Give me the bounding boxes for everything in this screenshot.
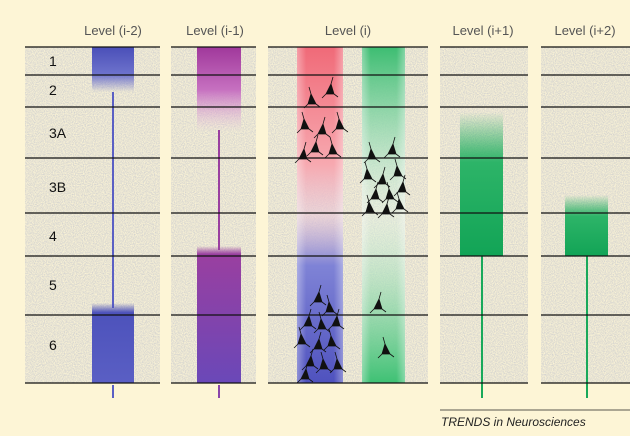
neuron: [377, 336, 395, 359]
layer-labels: 1 2 3A 3B 4 5 6: [49, 53, 67, 353]
neuron: [301, 348, 319, 371]
neuron: [296, 361, 314, 384]
neuron: [373, 166, 391, 189]
neuron: [323, 328, 341, 351]
layer-label: 2: [49, 82, 57, 98]
neuron: [309, 284, 327, 307]
layer-label: 3B: [49, 179, 66, 195]
neuron: [393, 174, 411, 197]
neuron: [303, 86, 321, 109]
layer-label: 3A: [49, 125, 67, 141]
neuron: [321, 76, 339, 99]
projections: [92, 47, 608, 398]
layer-label: 5: [49, 277, 57, 293]
block: [565, 195, 608, 256]
neuron: [389, 158, 407, 181]
neuron: [321, 294, 339, 317]
neuron: [313, 311, 331, 334]
block: [92, 303, 134, 383]
neuron: [296, 111, 314, 134]
neuron: [391, 191, 409, 214]
column-header: Level (i-2): [84, 23, 142, 38]
neuron: [361, 194, 379, 217]
neuron: [324, 136, 342, 159]
neuron: [363, 141, 381, 164]
neuron: [381, 181, 399, 204]
layer-label: 6: [49, 337, 57, 353]
neuron: [331, 111, 349, 134]
column-edge: [362, 47, 405, 383]
column-header: Level (i+1): [452, 23, 513, 38]
column-edge: [297, 47, 343, 383]
neuron: [327, 308, 345, 331]
neuron: [359, 161, 377, 184]
layer-boundaries: [25, 46, 630, 384]
column-headers: Level (i-2) Level (i-1) Level (i) Level …: [84, 23, 615, 38]
footer: TRENDS in Neurosciences: [441, 415, 586, 429]
column-header: Level (i+2): [554, 23, 615, 38]
neuron: [306, 134, 324, 157]
neurons: [293, 76, 411, 384]
neuron: [313, 116, 331, 139]
layer-label: 4: [49, 228, 57, 244]
neuron: [377, 196, 395, 219]
neuron: [315, 351, 333, 374]
neuron: [383, 136, 401, 159]
neuron: [366, 181, 384, 204]
column-header: Level (i): [325, 23, 371, 38]
neuron: [299, 308, 317, 331]
column-header: Level (i-1): [186, 23, 244, 38]
neuron: [294, 141, 312, 164]
neuron: [293, 326, 311, 349]
layer-label: 1: [49, 53, 57, 69]
block: [197, 47, 241, 132]
neuron: [309, 331, 327, 354]
neuron: [369, 291, 387, 314]
neuron: [329, 351, 347, 374]
block: [92, 47, 134, 92]
block: [460, 112, 503, 256]
